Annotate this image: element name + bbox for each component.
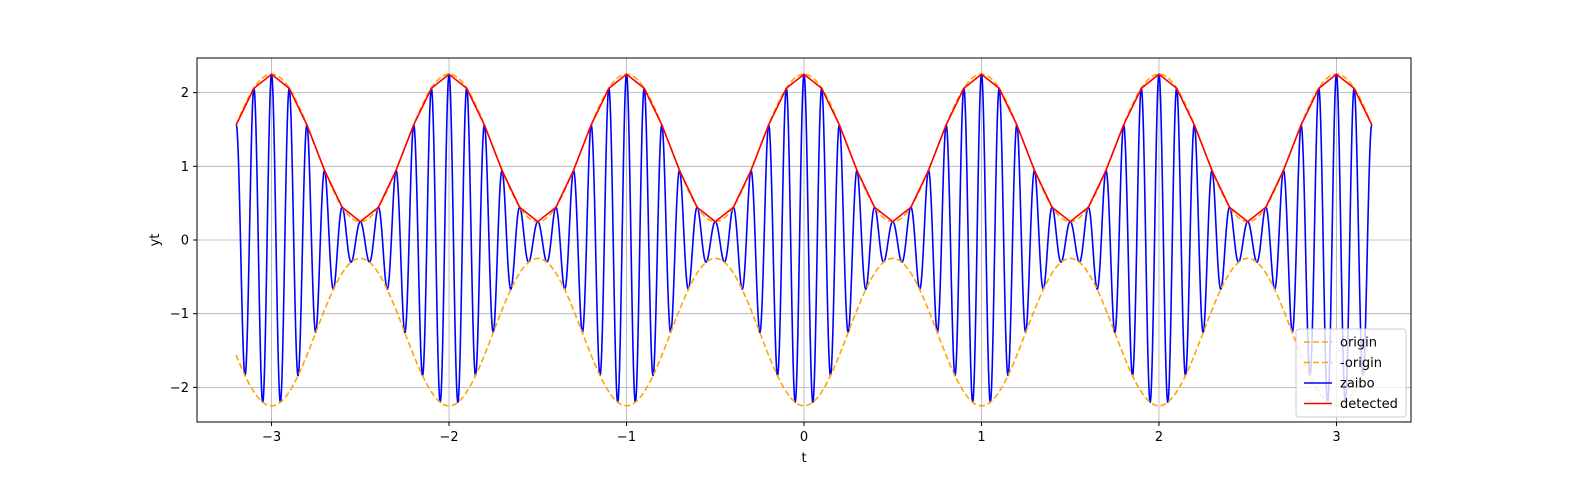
legend-label: -origin bbox=[1340, 356, 1382, 371]
legend-label: detected bbox=[1340, 397, 1398, 412]
y-tick-label: −2 bbox=[170, 381, 189, 396]
detected-series-line bbox=[235, 73, 1373, 223]
x-tick-label: −1 bbox=[617, 430, 636, 445]
legend: origin -origin zaibo detected bbox=[1295, 328, 1407, 418]
x-tick-label: −3 bbox=[262, 430, 281, 445]
x-tick-label: 1 bbox=[977, 430, 985, 445]
legend-label: origin bbox=[1340, 336, 1377, 351]
y-tick-label: 1 bbox=[181, 160, 189, 175]
x-axis-label: t bbox=[801, 451, 806, 466]
series-layer bbox=[235, 73, 1373, 407]
y-tick-label: 2 bbox=[181, 86, 189, 101]
y-tick-label: 0 bbox=[181, 234, 189, 249]
y-axis-label: yt bbox=[148, 234, 163, 247]
x-tick-label: 3 bbox=[1332, 430, 1340, 445]
x-tick-label: −2 bbox=[439, 430, 458, 445]
grid-layer bbox=[197, 58, 1411, 422]
x-tick-label: 2 bbox=[1155, 430, 1163, 445]
y-tick-label: −1 bbox=[170, 307, 189, 322]
legend-box bbox=[1295, 328, 1407, 418]
legend-label: zaibo bbox=[1340, 377, 1375, 392]
x-tick-label: 0 bbox=[800, 430, 808, 445]
tick-layer: −3 −2 −1 0 1 2 3 −2 −1 0 1 2 bbox=[170, 86, 1341, 445]
